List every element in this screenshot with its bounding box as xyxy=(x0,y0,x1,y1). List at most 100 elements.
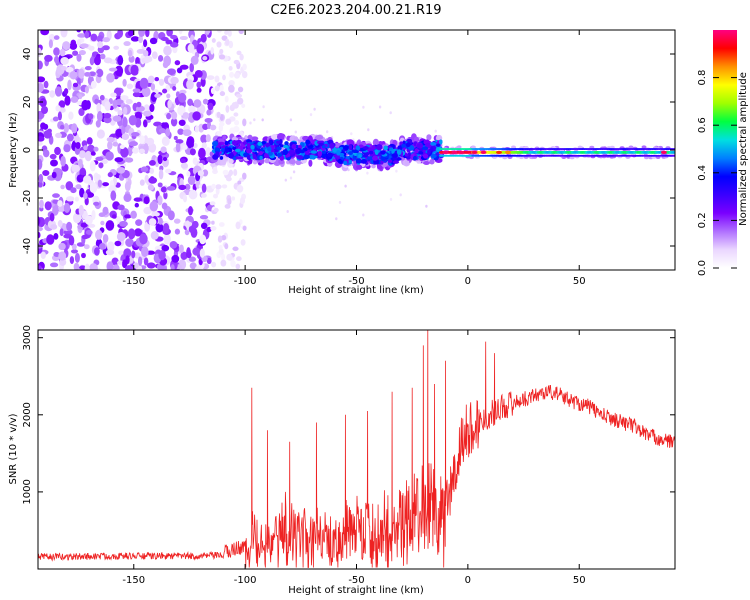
heatmap-cell xyxy=(186,138,193,149)
heatmap-cell xyxy=(162,156,168,162)
heatmap-cell xyxy=(288,158,296,165)
heatmap-cell xyxy=(308,159,313,167)
heatmap-cell xyxy=(362,213,365,217)
heatmap-cell xyxy=(148,177,158,184)
heatmap-cell xyxy=(405,142,411,148)
heatmap-cell xyxy=(112,176,118,187)
heatmap-cell xyxy=(235,263,241,270)
heatmap-cell xyxy=(239,196,246,205)
heatmap-cell xyxy=(100,220,105,226)
heatmap-cell xyxy=(167,210,175,221)
heatmap-cell xyxy=(261,118,264,122)
heatmap-cell xyxy=(44,201,52,211)
heatmap-cell xyxy=(278,159,285,165)
heatmap-cell xyxy=(173,135,178,141)
heatmap-cell xyxy=(98,212,106,217)
heatmap-cell xyxy=(57,111,63,121)
heatmap-cell xyxy=(228,40,234,49)
heatmap-cell xyxy=(193,99,202,108)
heatmap-cell xyxy=(277,132,285,141)
heatmap-cell xyxy=(442,150,449,154)
heatmap-cell xyxy=(169,41,179,48)
heatmap-cell xyxy=(195,265,201,270)
heatmap-cell xyxy=(206,109,212,116)
heatmap-cell xyxy=(228,65,233,71)
heatmap-cell xyxy=(427,149,431,155)
heatmap-cell xyxy=(252,160,258,165)
heatmap-cell xyxy=(69,256,75,265)
heatmap-cell xyxy=(395,169,398,173)
heatmap-cell xyxy=(416,143,424,149)
heatmap-cell xyxy=(294,130,297,134)
heatmap-cell xyxy=(200,33,207,43)
colorbar-tick-label: 0.6 xyxy=(697,117,708,133)
heatmap-cell xyxy=(44,54,53,62)
heatmap-cell xyxy=(396,149,402,155)
heatmap-cell xyxy=(39,199,44,209)
heatmap-cell xyxy=(205,134,211,143)
heatmap-cell xyxy=(383,145,388,151)
heatmap-cell xyxy=(148,218,157,226)
heatmap-cell xyxy=(234,148,241,153)
heatmap-cell xyxy=(232,146,237,151)
heatmap-cell xyxy=(232,246,239,252)
heatmap-cell xyxy=(112,141,119,147)
heatmap-cell xyxy=(105,151,114,161)
heatmap-cell xyxy=(412,155,417,161)
heatmap-cell xyxy=(628,145,634,149)
heatmap-cell xyxy=(180,162,188,169)
heatmap-cell xyxy=(240,239,246,246)
heatmap-cell xyxy=(246,142,251,149)
colorbar-tick-label: 0.2 xyxy=(697,212,708,228)
heatmap-cell xyxy=(185,251,192,259)
heatmap-cell xyxy=(84,86,89,94)
heatmap-cell xyxy=(38,76,46,83)
heatmap-cell xyxy=(164,168,172,174)
heatmap-cell xyxy=(130,64,139,75)
heatmap-cell xyxy=(122,116,128,128)
heatmap-cell xyxy=(49,153,57,160)
heatmap-cell xyxy=(212,154,219,160)
heatmap-cell xyxy=(49,213,55,222)
heatmap-cell xyxy=(182,129,192,137)
heatmap-cell xyxy=(214,75,220,83)
heatmap-cell xyxy=(57,220,63,228)
heatmap-cell xyxy=(81,99,90,111)
heatmap-cell xyxy=(309,113,313,117)
heatmap-cell xyxy=(166,93,171,99)
heatmap-cell xyxy=(200,134,208,144)
heatmap-cell xyxy=(38,173,44,183)
heatmap-cell xyxy=(283,144,289,149)
heatmap-cell xyxy=(347,151,353,156)
heatmap-cell xyxy=(84,31,90,39)
heatmap-cell xyxy=(435,143,441,147)
heatmap-cell xyxy=(246,154,252,160)
heatmap-cell xyxy=(296,155,304,160)
heatmap-cell xyxy=(38,231,41,239)
heatmap-cell xyxy=(218,54,226,60)
heatmap-cell xyxy=(83,175,92,184)
heatmap-cell xyxy=(228,84,235,93)
heatmap-cell xyxy=(430,153,437,159)
heatmap-cell xyxy=(102,233,109,243)
heatmap-cell xyxy=(202,98,209,105)
heatmap-cell xyxy=(84,263,90,270)
heatmap-cell xyxy=(81,252,86,259)
heatmap-cell xyxy=(76,53,82,62)
heatmap-cell xyxy=(133,252,141,259)
heatmap-cell xyxy=(38,181,43,188)
heatmap-cell xyxy=(157,182,163,188)
heatmap-cell xyxy=(186,79,194,90)
heatmap-cell xyxy=(372,138,380,147)
heatmap-cell xyxy=(660,150,667,154)
heatmap-cell xyxy=(196,87,202,93)
heatmap-cell xyxy=(295,147,302,154)
heatmap-cell xyxy=(120,95,129,101)
heatmap-cell xyxy=(60,66,67,71)
heatmap-cell xyxy=(60,124,65,130)
heatmap-cell xyxy=(78,204,84,216)
heatmap-cell xyxy=(209,151,214,157)
heatmap-cell xyxy=(84,150,92,162)
heatmap-cell xyxy=(429,158,435,165)
heatmap-cell xyxy=(219,113,224,121)
